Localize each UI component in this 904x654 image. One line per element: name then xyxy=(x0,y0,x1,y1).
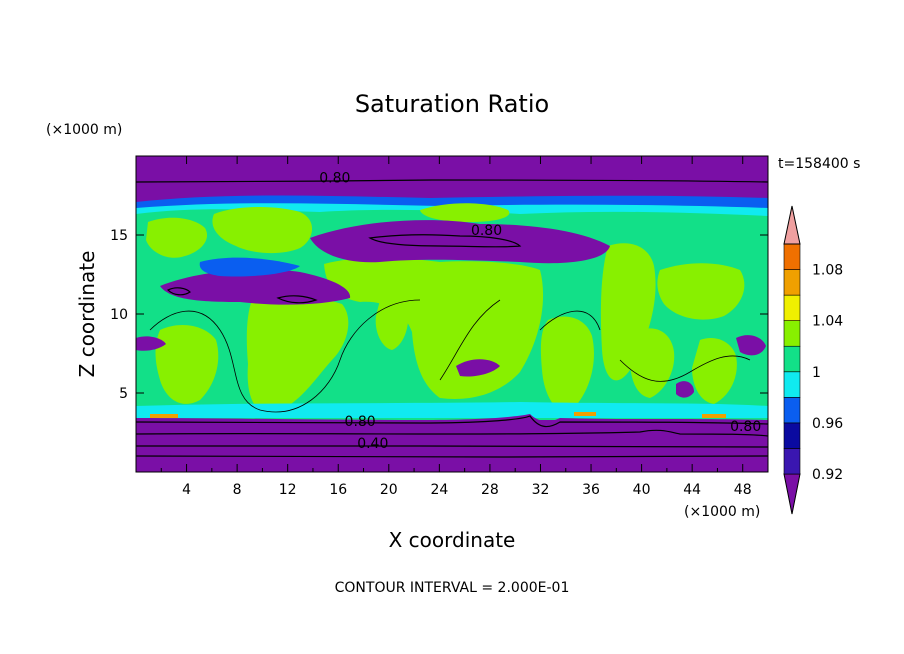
colorbar: 0.92 0.96 1 1.04 1.08 xyxy=(783,205,843,515)
chart-title: Saturation Ratio xyxy=(355,90,549,118)
warm-spot xyxy=(150,414,178,418)
x-tick-label: 40 xyxy=(633,482,651,498)
dry-pocket xyxy=(456,359,500,377)
colorbar-bin xyxy=(783,320,801,347)
cloud-region xyxy=(657,263,745,320)
contour-label-layer: 0.80 0.80 0.80 0.80 0.40 xyxy=(319,171,761,452)
colorbar-bin xyxy=(783,345,801,373)
contour-line xyxy=(136,455,768,458)
y-tick-label: 5 xyxy=(119,386,128,402)
cloud-region xyxy=(476,282,529,346)
field-band-lower-cyan xyxy=(136,402,768,418)
cloud-region xyxy=(630,328,675,398)
colorbar-extend-high xyxy=(783,205,801,245)
contour-label: 0.80 xyxy=(730,419,761,435)
x-tick-label: 36 xyxy=(582,482,600,498)
colorbar-label: 0.96 xyxy=(812,416,843,432)
dry-pocket xyxy=(676,381,694,398)
colorbar-label: 1.08 xyxy=(812,263,843,279)
colorbar-label: 1 xyxy=(812,365,821,381)
x-tick-label: 24 xyxy=(430,482,448,498)
time-label: t=158400 s xyxy=(778,156,860,172)
contour-line xyxy=(368,234,522,248)
dry-pocket xyxy=(136,336,166,351)
x-tick-label: 48 xyxy=(734,482,752,498)
cloud-region xyxy=(146,217,208,258)
contour-line xyxy=(136,445,768,448)
x-axis-label: X coordinate xyxy=(389,528,516,552)
contour-interval-label: CONTOUR INTERVAL = 2.000E-01 xyxy=(335,580,570,596)
cloud-region xyxy=(155,325,219,404)
x-tick-label: 12 xyxy=(279,482,297,498)
cloud-region xyxy=(246,295,349,414)
cloud-region xyxy=(692,337,737,404)
x-tick-label: 20 xyxy=(380,482,398,498)
y-tick-label: 10 xyxy=(110,307,128,323)
contour-line xyxy=(136,429,768,437)
contour-label: 0.40 xyxy=(357,436,388,452)
y-axis-label: Z coordinate xyxy=(75,251,99,378)
colorbar-extend-low xyxy=(783,473,801,515)
contour-label: 0.80 xyxy=(345,414,376,430)
dry-pocket xyxy=(736,335,766,356)
cloud-region xyxy=(212,207,313,254)
x-tick-label: 4 xyxy=(182,482,191,498)
contour-label: 0.80 xyxy=(319,171,350,187)
x-axis-unit: (×1000 m) xyxy=(684,504,760,520)
contour-line xyxy=(136,179,768,183)
warm-spot xyxy=(574,412,596,416)
contour-line xyxy=(166,287,191,296)
colorbar-bin xyxy=(783,448,801,475)
colorbar-bin xyxy=(783,243,801,270)
contour-line xyxy=(149,299,751,413)
contour-label: 0.80 xyxy=(471,223,502,239)
cloud-region xyxy=(420,203,510,222)
saturation-field: 0.80 0.80 0.80 0.80 0.40 xyxy=(136,156,768,472)
x-tick-label: 16 xyxy=(329,482,347,498)
contour-line xyxy=(136,415,768,428)
x-tick-label: 28 xyxy=(481,482,499,498)
contour-lines xyxy=(136,179,768,458)
cloud-region xyxy=(375,298,409,350)
colorbar-bin xyxy=(783,294,801,321)
warm-spot xyxy=(702,414,726,418)
contour-line xyxy=(276,295,318,304)
cloud-region xyxy=(540,316,594,412)
colorbar-bin xyxy=(783,371,801,398)
y-tick-label: 15 xyxy=(110,228,128,244)
y-axis-unit: (×1000 m) xyxy=(46,122,122,138)
colorbar-bin xyxy=(783,422,801,449)
colorbar-label: 0.92 xyxy=(812,467,843,483)
x-tick-label: 8 xyxy=(233,482,242,498)
dry-pocket xyxy=(199,257,300,277)
cloud-regions xyxy=(146,203,745,414)
dry-layer-upper xyxy=(310,220,610,264)
dry-boundary-layer xyxy=(136,414,768,472)
x-tick-label: 32 xyxy=(532,482,550,498)
x-tick-label: 44 xyxy=(683,482,701,498)
colorbar-bin xyxy=(783,397,801,424)
colorbar-bin xyxy=(783,269,801,296)
colorbar-label: 1.04 xyxy=(812,314,843,330)
